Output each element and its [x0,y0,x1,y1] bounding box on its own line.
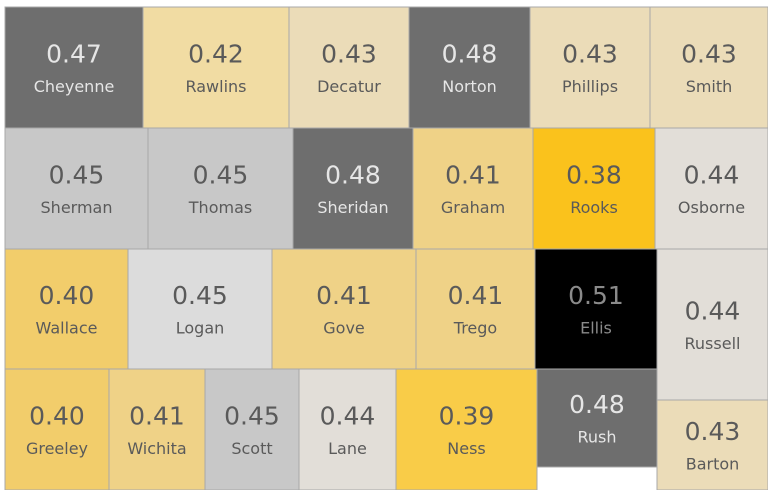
county-tile [147,127,294,250]
county-name: Sherman [41,198,113,217]
county-name: Sheridan [317,198,388,217]
county-name: Wallace [36,319,98,338]
county-value: 0.43 [562,40,618,69]
county-value: 0.40 [29,402,85,431]
county-tile [395,368,538,490]
county-tile [142,6,290,129]
county-tile [532,127,656,250]
county-tile [298,368,397,490]
county-tile [127,248,273,370]
county-name: Osborne [678,198,745,217]
county-name: Scott [231,439,272,458]
county-tile [4,248,129,370]
county-tile [412,127,534,250]
county-value: 0.44 [685,297,741,326]
county-value: 0.43 [681,40,737,69]
county-name: Decatur [317,77,381,96]
county-value: 0.48 [325,161,381,190]
county-name: Rush [577,428,616,447]
county-tile [654,127,768,250]
county-value: 0.43 [321,40,377,69]
county-tile [108,368,206,490]
county-value: 0.45 [224,402,280,431]
county-tile [271,248,417,370]
county-value: 0.40 [39,281,95,310]
county-name: Ellis [580,319,612,338]
county-value: 0.38 [566,161,622,190]
county-value: 0.48 [569,390,625,419]
county-name: Ness [447,439,485,458]
county-tile [534,248,658,370]
county-tile [656,399,768,490]
county-value: 0.42 [188,40,244,69]
county-tile [415,248,536,370]
county-name: Thomas [188,198,252,217]
county-value: 0.48 [442,40,498,69]
county-tile [408,6,531,129]
county-tile [4,127,149,250]
county-name: Smith [686,77,733,96]
county-tile [288,6,410,129]
county-value: 0.43 [685,417,741,446]
county-value: 0.41 [129,402,185,431]
county-name: Russell [685,334,741,353]
county-value: 0.47 [46,40,102,69]
county-value: 0.39 [439,402,495,431]
county-value: 0.51 [568,281,624,310]
county-value: 0.41 [445,161,501,190]
county-tile [204,368,300,490]
county-value: 0.44 [684,161,740,190]
county-value: 0.41 [316,281,372,310]
county-name: Logan [176,319,225,338]
county-name: Wichita [127,439,186,458]
county-value: 0.45 [49,161,105,190]
county-name: Lane [328,439,367,458]
county-name: Gove [323,319,365,338]
county-tile [649,6,768,129]
county-value: 0.41 [448,281,504,310]
county-name: Norton [442,77,497,96]
county-value: 0.44 [320,402,376,431]
county-name: Rooks [570,198,618,217]
county-tile [529,6,651,129]
county-name: Graham [441,198,505,217]
county-name: Rawlins [185,77,246,96]
county-name: Cheyenne [34,77,115,96]
county-name: Phillips [562,77,618,96]
county-name: Greeley [26,439,88,458]
county-value: 0.45 [172,281,228,310]
county-name: Trego [453,319,497,338]
county-tile [4,368,110,490]
county-value: 0.45 [193,161,249,190]
county-tile [4,6,144,129]
county-name: Barton [686,455,740,474]
